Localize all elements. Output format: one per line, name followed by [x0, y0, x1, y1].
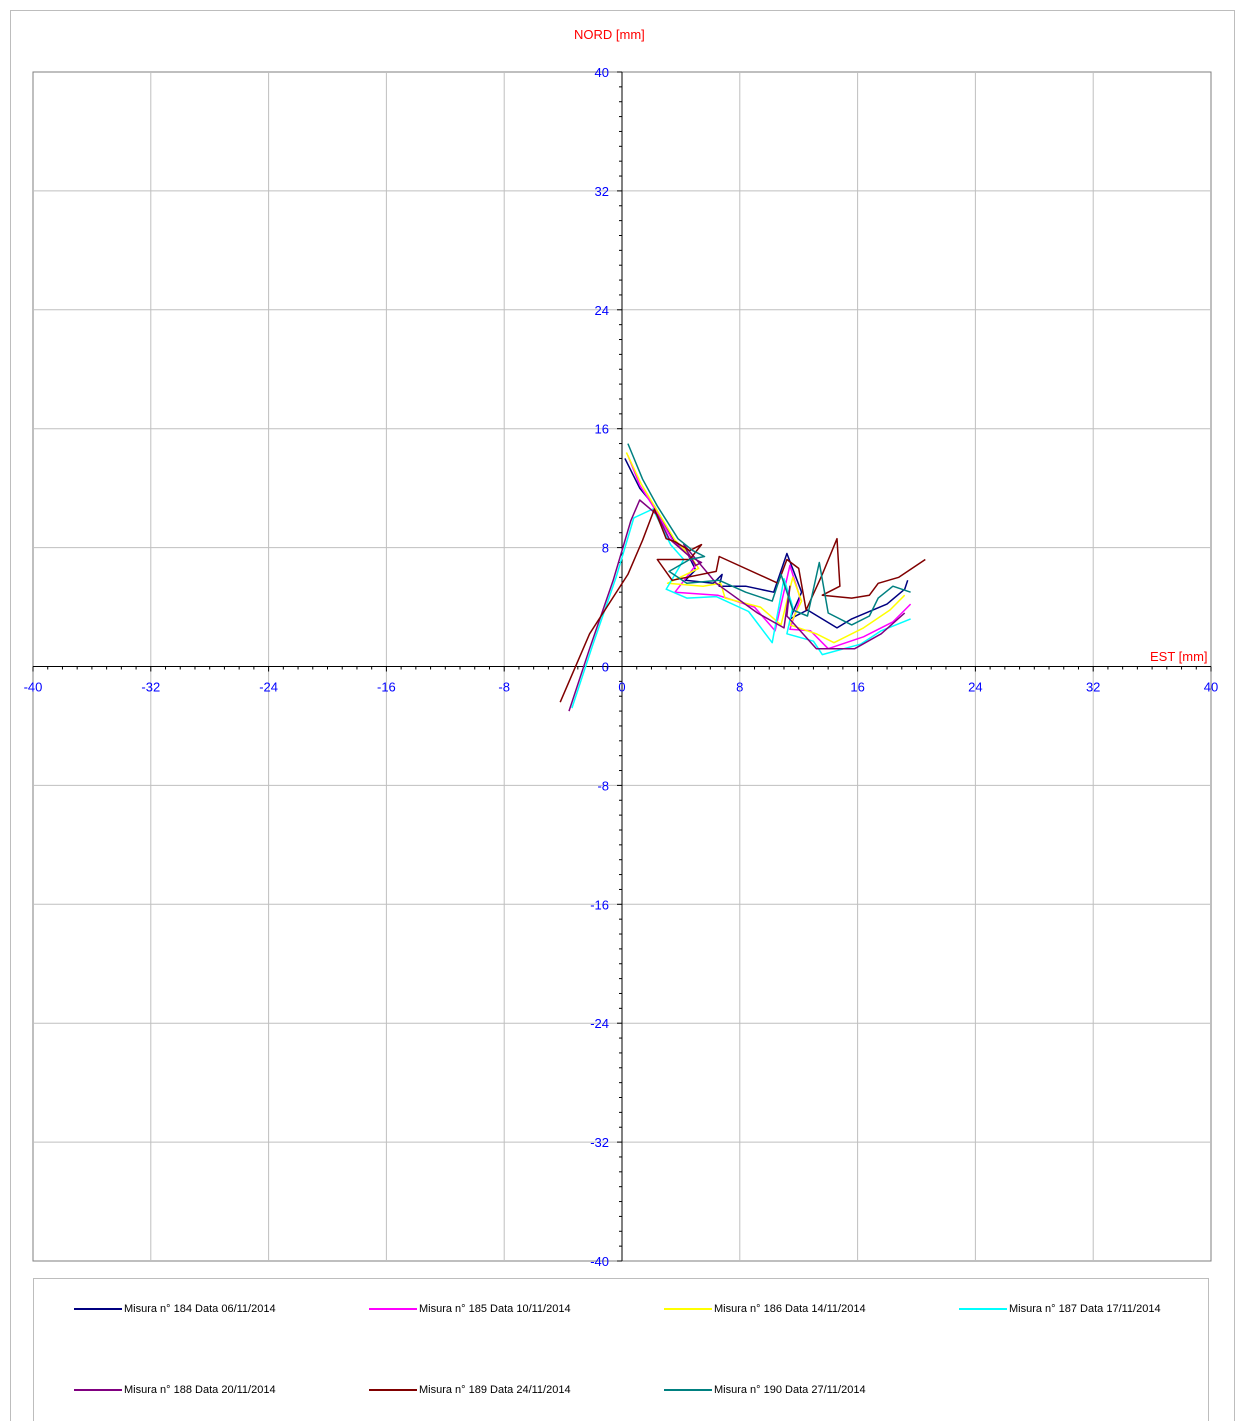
chart-frame [10, 10, 1235, 1421]
x-tick-label: -32 [141, 680, 160, 695]
x-tick-label: -16 [377, 680, 396, 695]
legend-label: Misura n° 187 Data 17/11/2014 [1009, 1303, 1161, 1315]
series-line-4 [571, 508, 911, 709]
y-tick-label: -40 [590, 1254, 609, 1269]
legend-swatch [664, 1389, 712, 1391]
y-tick-label: 40 [595, 65, 609, 80]
legend-swatch [74, 1308, 122, 1310]
series-layer [559, 443, 926, 712]
x-tick-label: -40 [24, 680, 43, 695]
x-tick-label: 40 [1204, 680, 1218, 695]
y-axis-title: NORD [mm] [574, 27, 645, 42]
series-line-5 [568, 499, 906, 712]
legend-swatch [369, 1389, 417, 1391]
x-tick-label: -8 [498, 680, 510, 695]
y-tick-label: 0 [602, 660, 609, 675]
series-line-7 [627, 443, 911, 626]
y-tick-label: 8 [602, 541, 609, 556]
legend-item: Misura n° 189 Data 24/11/2014 [369, 1382, 571, 1398]
x-tick-label: 24 [968, 680, 982, 695]
legend-item: Misura n° 190 Data 27/11/2014 [664, 1382, 866, 1398]
legend-label: Misura n° 189 Data 24/11/2014 [419, 1384, 571, 1396]
x-tick-label: -24 [259, 680, 278, 695]
x-tick-label: 0 [618, 680, 625, 695]
legend-item: Misura n° 186 Data 14/11/2014 [664, 1301, 866, 1317]
x-tick-label: 16 [850, 680, 864, 695]
legend-item: Misura n° 184 Data 06/11/2014 [74, 1301, 276, 1317]
series-line-6 [559, 508, 926, 703]
legend-item: Misura n° 187 Data 17/11/2014 [959, 1301, 1161, 1317]
legend-label: Misura n° 184 Data 06/11/2014 [124, 1303, 276, 1315]
legend-item: Misura n° 185 Data 10/11/2014 [369, 1301, 571, 1317]
legend-label: Misura n° 190 Data 27/11/2014 [714, 1384, 866, 1396]
tick-label-layer: -40 -32 -24 -16 -8 0 8 16 24 32 40 40 32 24 16 8 0 -8 -16 -… [24, 65, 1219, 1269]
legend-label: Misura n° 185 Data 10/11/2014 [419, 1303, 571, 1315]
legend-swatch [664, 1308, 712, 1310]
y-tick-label: 16 [595, 422, 609, 437]
x-axis-title: EST [mm] [1150, 649, 1208, 664]
x-tick-label: 8 [736, 680, 743, 695]
legend-swatch [369, 1308, 417, 1310]
legend-swatch [74, 1389, 122, 1391]
y-tick-label: 32 [595, 184, 609, 199]
y-tick-label: 24 [595, 303, 609, 318]
legend-label: Misura n° 188 Data 20/11/2014 [124, 1384, 276, 1396]
legend-swatch [959, 1308, 1007, 1310]
axis-layer [32, 71, 1212, 1262]
y-tick-label: -32 [590, 1135, 609, 1150]
legend-item: Misura n° 188 Data 20/11/2014 [74, 1382, 276, 1398]
x-tick-label: 32 [1086, 680, 1100, 695]
legend-label: Misura n° 186 Data 14/11/2014 [714, 1303, 866, 1315]
y-tick-label: -16 [590, 897, 609, 912]
legend: Misura n° 184 Data 06/11/2014 Misura n° 1… [33, 1278, 1209, 1421]
y-tick-label: -24 [590, 1016, 609, 1031]
y-tick-label: -8 [597, 778, 609, 793]
